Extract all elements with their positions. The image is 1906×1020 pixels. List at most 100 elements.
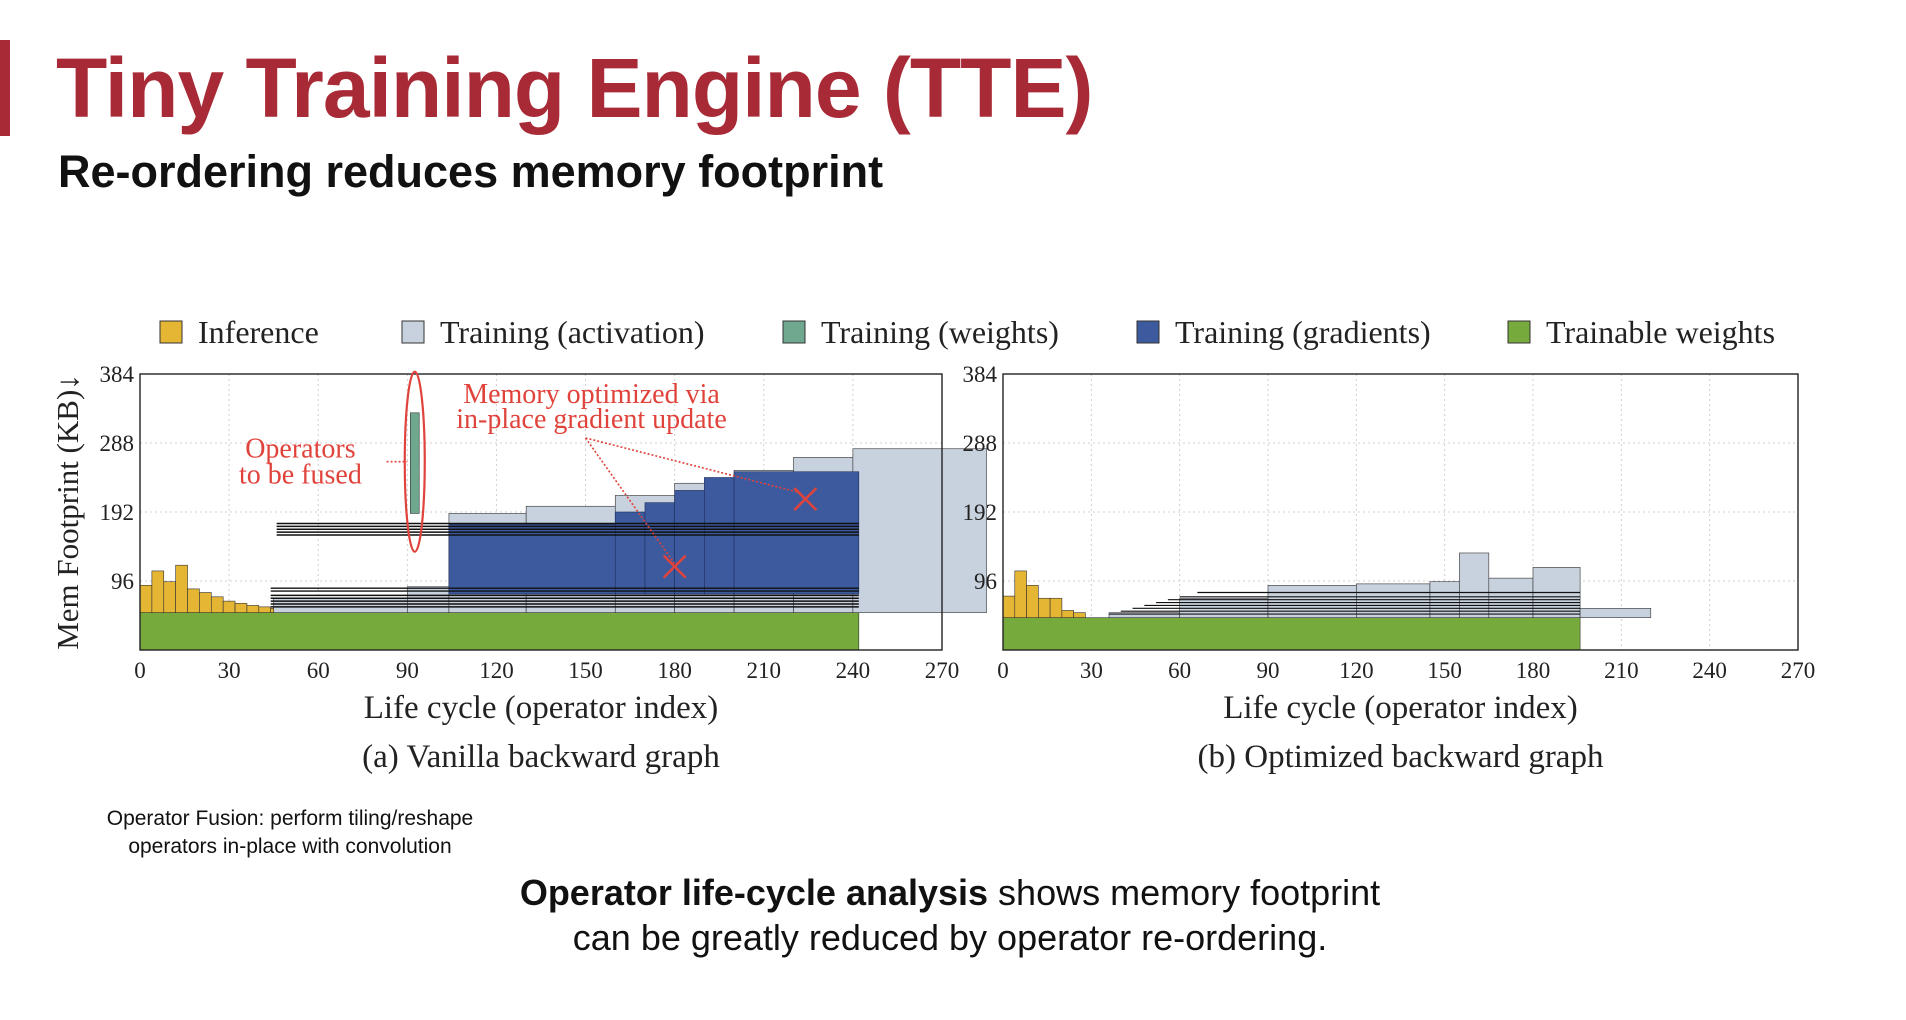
- legend-label: Inference: [198, 314, 319, 350]
- freed-memory-cross-icon: [662, 554, 687, 579]
- x-tick-label: 150: [1427, 658, 1462, 683]
- summary-bold: Operator life-cycle analysis: [519, 872, 989, 913]
- series-training-gradients: [674, 490, 705, 595]
- legend-swatch: [1136, 320, 1160, 344]
- x-tick-label: 180: [657, 658, 692, 683]
- x-tick-label: 210: [1604, 658, 1639, 683]
- inplace-annotation-line-1: Memory optimized via: [463, 379, 720, 410]
- freed-memory-cross-icon: [793, 487, 818, 511]
- chart-optimized: 0 30 60 90 120 150 180 210 240 270 96 192 288 384 Life…: [963, 362, 1816, 775]
- summary-text: Operator life-cycle analysis shows memor…: [440, 870, 1460, 960]
- y-axis-label: Mem Footprint (KB)↓: [50, 374, 85, 650]
- summary-line-2: can be greatly reduced by operator re-or…: [572, 917, 1328, 958]
- series-training-activation: [1267, 585, 1357, 618]
- plot-frame: [1002, 373, 1799, 651]
- operator-fusion-note: Operator Fusion: perform tiling/reshape …: [80, 805, 500, 861]
- x-tick-label: 240: [836, 658, 871, 683]
- x-tick-label: 30: [1080, 658, 1103, 683]
- series-inference: [1061, 610, 1074, 618]
- series-trainable-weights: [139, 612, 860, 651]
- series-training-gradients: [644, 502, 675, 595]
- chart-caption: (a) Vanilla backward graph: [362, 739, 720, 775]
- legend-swatch: [401, 320, 425, 344]
- fuse-annotation-line-2: to be fused: [239, 459, 362, 490]
- x-tick-label: 0: [134, 658, 146, 683]
- chart-caption: (b) Optimized backward graph: [1198, 739, 1604, 775]
- inplace-pointer-2: [584, 437, 676, 565]
- series-training-activation: [273, 597, 408, 613]
- series-inference: [163, 581, 176, 613]
- legend-swatch: [782, 320, 806, 344]
- series-inference: [210, 596, 224, 613]
- x-axis-label: Life cycle (operator index): [364, 690, 719, 726]
- series-inference: [199, 592, 212, 613]
- x-axis-label: Life cycle (operator index): [1223, 690, 1578, 726]
- series-training-activation: [852, 448, 987, 613]
- x-tick-label: 270: [925, 658, 960, 683]
- y-tick-label: 96: [111, 569, 134, 594]
- chart-vanilla: 0 30 60 90 120 150 180 210 240 270 96 192 288 384 Life…: [50, 362, 987, 775]
- series-inference: [1026, 585, 1039, 618]
- series-trainable-weights: [1002, 617, 1581, 651]
- note-line-1: Operator Fusion: perform tiling/reshape: [106, 807, 474, 830]
- inplace-annotation-line-2: in-place gradient update: [456, 404, 727, 435]
- series-inference: [1002, 595, 1016, 618]
- y-tick-label: 288: [963, 431, 998, 456]
- series-training-activation: [1356, 583, 1431, 618]
- series-training-gradients: [448, 523, 616, 595]
- series-inference: [1014, 570, 1027, 618]
- x-tick-label: 210: [747, 658, 782, 683]
- summary-line-1: Operator life-cycle analysis shows memor…: [440, 870, 1460, 915]
- series-training-gradients: [704, 477, 735, 595]
- fuse-highlight-ellipse: [403, 370, 426, 553]
- summary-rest: shows memory footprint: [988, 872, 1381, 913]
- series-training-weights: [410, 412, 420, 514]
- fuse-annotation-line-1: Operators: [245, 433, 355, 464]
- x-tick-label: 60: [307, 658, 330, 683]
- series-inference: [187, 588, 200, 613]
- series-inference: [234, 602, 248, 613]
- x-tick-label: 30: [218, 658, 241, 683]
- x-tick-label: 240: [1692, 658, 1727, 683]
- y-tick-label: 384: [100, 362, 135, 387]
- series-inference: [258, 606, 271, 613]
- series-training-gradients: [614, 511, 646, 595]
- legend-label: Trainable weights: [1546, 314, 1775, 350]
- legend-swatch: [1507, 320, 1531, 344]
- series-inference: [1038, 597, 1051, 618]
- y-tick-label: 192: [100, 500, 135, 525]
- x-tick-label: 90: [1257, 658, 1280, 683]
- x-tick-label: 120: [1339, 658, 1374, 683]
- y-tick-label: 96: [974, 569, 997, 594]
- series-inference: [1073, 612, 1086, 618]
- series-inference: [139, 585, 153, 613]
- x-tick-label: 60: [1168, 658, 1191, 683]
- x-tick-label: 150: [568, 658, 603, 683]
- slide-title: Tiny Training Engine (TTE): [56, 41, 1093, 135]
- series-training-activation: [1459, 552, 1490, 618]
- slide-subtitle: Re-ordering reduces memory footprint: [58, 146, 884, 197]
- y-tick-label: 384: [963, 362, 998, 387]
- x-tick-label: 0: [997, 658, 1009, 683]
- series-inference: [1049, 597, 1063, 618]
- legend-swatch: [159, 320, 183, 344]
- y-tick-label: 192: [963, 500, 998, 525]
- series-inference: [175, 564, 188, 613]
- series-inference: [246, 605, 260, 613]
- x-tick-label: 120: [479, 658, 514, 683]
- legend: Inference Training (activation) Training (…: [159, 314, 1775, 350]
- series-training-activation: [1579, 608, 1652, 618]
- series-inference: [222, 600, 236, 613]
- title-accent-bar: [0, 40, 10, 136]
- x-tick-label: 270: [1781, 658, 1816, 683]
- series-inference: [151, 570, 165, 613]
- x-tick-label: 90: [396, 658, 419, 683]
- x-tick-label: 180: [1516, 658, 1551, 683]
- legend-label: Training (gradients): [1175, 314, 1431, 350]
- series-training-activation: [1108, 612, 1180, 618]
- legend-label: Training (weights): [821, 314, 1059, 350]
- y-tick-label: 288: [100, 431, 135, 456]
- plot-frame: [139, 373, 943, 651]
- note-line-2: operators in-place with convolution: [128, 835, 452, 858]
